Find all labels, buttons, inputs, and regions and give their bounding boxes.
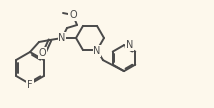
- Text: O: O: [69, 10, 77, 20]
- Text: N: N: [58, 33, 66, 43]
- Text: F: F: [27, 79, 33, 90]
- Text: N: N: [93, 46, 101, 56]
- Text: N: N: [126, 40, 133, 50]
- Text: O: O: [39, 48, 46, 58]
